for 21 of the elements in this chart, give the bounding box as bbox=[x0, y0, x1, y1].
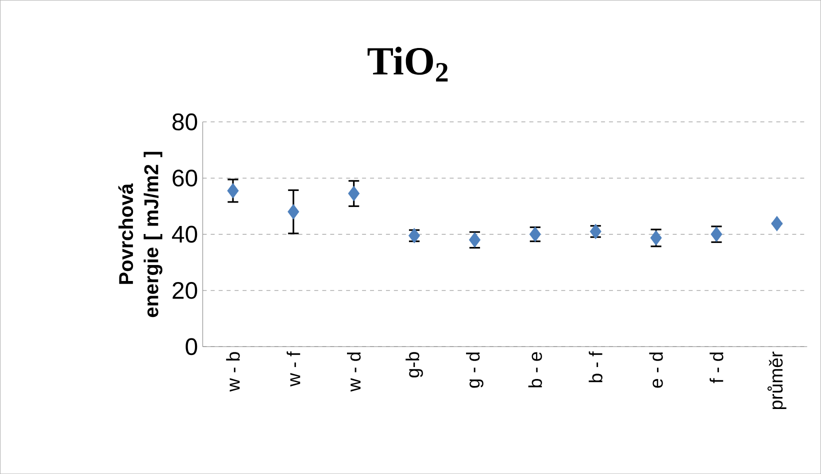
x-tick-label: g - d bbox=[466, 352, 484, 388]
y-tick-label: 60 bbox=[172, 170, 198, 186]
y-tick-label: 0 bbox=[186, 338, 198, 355]
x-tick-label: b - f bbox=[588, 351, 602, 382]
x-tick-label: průměr bbox=[767, 352, 786, 409]
y-tick-label: 40 bbox=[172, 226, 198, 243]
x-tick-label: w - f bbox=[286, 351, 300, 386]
x-tick-label: e - d bbox=[649, 352, 663, 388]
point bbox=[771, 216, 783, 232]
point bbox=[348, 186, 360, 201]
point bbox=[288, 204, 300, 220]
x-tick-label: w - b bbox=[226, 352, 240, 392]
y-tick-label: 20 bbox=[172, 282, 198, 299]
x-tick-label: g-b bbox=[406, 352, 423, 378]
x-tick-label: w - d bbox=[347, 352, 361, 392]
y-axis-title: Povrchová energie [ mJ/m2 ] bbox=[118, 152, 162, 317]
x-tick-label: f - d bbox=[710, 352, 724, 383]
point bbox=[227, 183, 239, 198]
y-tick-label: 80 bbox=[172, 113, 198, 130]
x-tick-label: b - e bbox=[528, 352, 542, 388]
chart-title: TiO$_{2}$ bbox=[368, 46, 448, 82]
